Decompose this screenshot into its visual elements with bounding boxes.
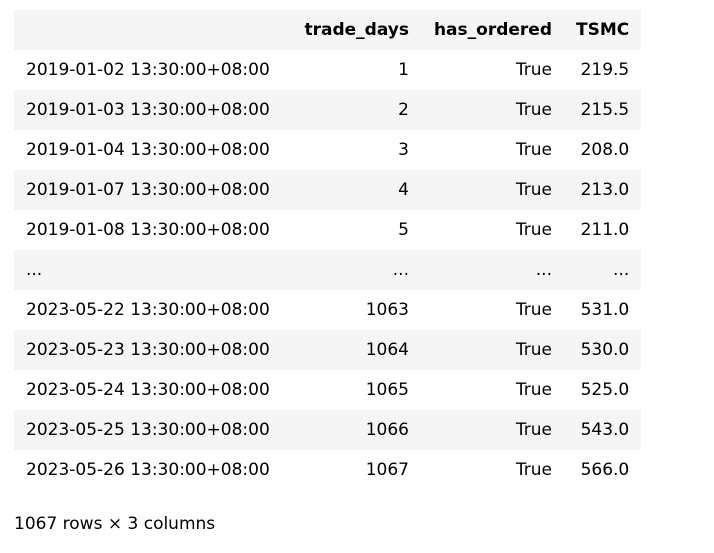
- row-index-cell: 2023-05-25 13:30:00+08:00: [26, 420, 270, 440]
- header-row: trade_days has_ordered TSMC: [14, 10, 642, 50]
- dataframe-shape-summary: 1067 rows × 3 columns: [14, 514, 216, 534]
- has-ordered-cell: True: [515, 220, 552, 240]
- has-ordered-cell: True: [515, 60, 552, 80]
- column-header-tsmc: TSMC: [564, 10, 642, 50]
- trade-days-cell: 2: [398, 100, 409, 120]
- trade-days-cell: 3: [398, 140, 409, 160]
- table-row: ............: [14, 250, 642, 290]
- table-row: 2019-01-07 13:30:00+08:00 4 True 213.0: [14, 170, 642, 210]
- tsmc-cell: ...: [613, 260, 630, 280]
- row-index-cell: 2023-05-22 13:30:00+08:00: [26, 300, 270, 320]
- tsmc-cell: 530.0: [580, 340, 630, 360]
- column-header-has-ordered: has_ordered: [421, 10, 564, 50]
- has-ordered-cell: ...: [535, 260, 552, 280]
- has-ordered-cell: True: [515, 100, 552, 120]
- tsmc-cell: 531.0: [580, 300, 630, 320]
- table-row: 2019-01-08 13:30:00+08:00 5 True 211.0: [14, 210, 642, 250]
- tsmc-cell: 543.0: [580, 420, 630, 440]
- row-index-cell: 2023-05-23 13:30:00+08:00: [26, 340, 270, 360]
- trade-days-cell: ...: [392, 260, 409, 280]
- table-row: 2019-01-04 13:30:00+08:00 3 True 208.0: [14, 130, 642, 170]
- row-index-cell: 2019-01-04 13:30:00+08:00: [26, 140, 270, 160]
- tsmc-cell: 525.0: [580, 380, 630, 400]
- tsmc-cell: 211.0: [580, 220, 630, 240]
- column-header-trade-days: trade_days: [292, 10, 421, 50]
- table-row: 2023-05-22 13:30:00+08:00 1063 True 531.0: [14, 290, 642, 330]
- row-index-cell: 2019-01-08 13:30:00+08:00: [26, 220, 270, 240]
- table-row: 2019-01-02 13:30:00+08:00 1 True 219.5: [14, 50, 642, 90]
- has-ordered-cell: True: [515, 140, 552, 160]
- tsmc-cell: 213.0: [580, 180, 630, 200]
- tsmc-cell: 208.0: [580, 140, 630, 160]
- tsmc-cell: 219.5: [580, 60, 630, 80]
- has-ordered-cell: True: [515, 340, 552, 360]
- trade-days-cell: 4: [398, 180, 409, 200]
- trade-days-cell: 1063: [365, 300, 409, 320]
- table-header: trade_days has_ordered TSMC: [14, 10, 642, 50]
- table-body: 2019-01-02 13:30:00+08:00 1 True 219.5 2019-…: [14, 50, 642, 490]
- trade-days-cell: 1067: [365, 460, 409, 480]
- row-index-cell: 2023-05-24 13:30:00+08:00: [26, 380, 270, 400]
- dataframe-output: trade_days has_ordered TSMC 2019-01-02 1…: [14, 10, 642, 490]
- has-ordered-cell: True: [515, 460, 552, 480]
- trade-days-cell: 5: [398, 220, 409, 240]
- trade-days-cell: 1066: [365, 420, 409, 440]
- tsmc-cell: 566.0: [580, 460, 630, 480]
- tsmc-cell: 215.5: [580, 100, 630, 120]
- table-row: 2023-05-23 13:30:00+08:00 1064 True 530.0: [14, 330, 642, 370]
- trade-days-cell: 1064: [365, 340, 409, 360]
- has-ordered-cell: True: [515, 420, 552, 440]
- has-ordered-cell: True: [515, 300, 552, 320]
- trade-days-cell: 1065: [365, 380, 409, 400]
- trade-days-cell: 1: [398, 60, 409, 80]
- table-row: 2023-05-25 13:30:00+08:00 1066 True 543.0: [14, 410, 642, 450]
- row-index-cell: 2023-05-26 13:30:00+08:00: [26, 460, 270, 480]
- row-index-cell: ...: [26, 260, 43, 280]
- table-row: 2019-01-03 13:30:00+08:00 2 True 215.5: [14, 90, 642, 130]
- row-index-cell: 2019-01-07 13:30:00+08:00: [26, 180, 270, 200]
- dataframe-table: trade_days has_ordered TSMC 2019-01-02 1…: [14, 10, 642, 490]
- table-row: 2023-05-26 13:30:00+08:00 1067 True 566.0: [14, 450, 642, 490]
- has-ordered-cell: True: [515, 180, 552, 200]
- row-index-cell: 2019-01-02 13:30:00+08:00: [26, 60, 270, 80]
- row-index-cell: 2019-01-03 13:30:00+08:00: [26, 100, 270, 120]
- index-header: [14, 10, 292, 50]
- table-row: 2023-05-24 13:30:00+08:00 1065 True 525.0: [14, 370, 642, 410]
- has-ordered-cell: True: [515, 380, 552, 400]
